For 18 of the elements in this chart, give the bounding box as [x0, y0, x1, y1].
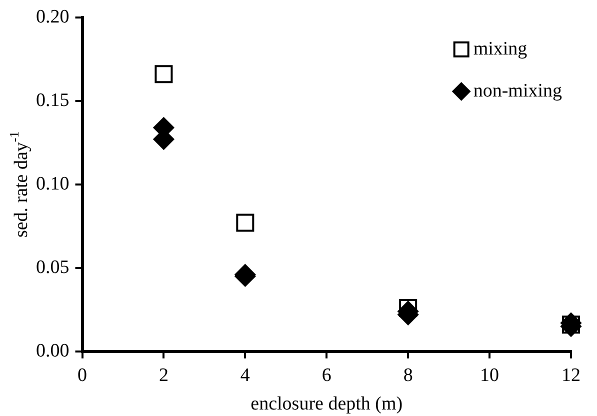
x-tick-label: 12: [562, 364, 580, 386]
legend-label: mixing: [473, 38, 528, 60]
legend-label: non-mixing: [473, 80, 562, 102]
x-tick-label: 8: [403, 364, 413, 386]
y-tick-label: 0.00: [36, 340, 70, 362]
x-tick-label: 2: [158, 364, 168, 386]
y-tick-label: 0.05: [36, 256, 70, 278]
point: [154, 65, 173, 84]
x-tick-label: 0: [78, 364, 87, 386]
y-tick-label: 0.15: [36, 90, 70, 111]
y-axis-title: sed. rate day-1: [6, 131, 32, 238]
y-tick-label: 0.20: [36, 6, 70, 28]
x-tick-label: 4: [240, 364, 250, 386]
x-axis-title: enclosure depth (m): [250, 394, 403, 415]
x-tick-label: 10: [480, 364, 500, 386]
x-tick-label: 6: [322, 364, 332, 386]
point: [236, 214, 254, 232]
y-tick-label: 0.10: [36, 173, 70, 194]
